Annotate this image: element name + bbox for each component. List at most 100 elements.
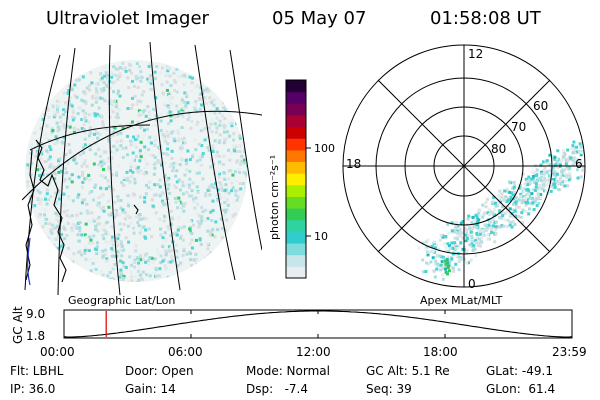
geo-pixel xyxy=(37,214,41,218)
polar-pixel xyxy=(498,210,502,214)
polar-pixel xyxy=(575,162,579,166)
polar-pixel xyxy=(504,204,508,208)
geo-pixel xyxy=(209,251,213,255)
polar-pixel xyxy=(467,239,471,242)
geo-pixel xyxy=(225,198,229,202)
geo-pixel xyxy=(58,100,62,104)
geo-pixel xyxy=(125,281,129,282)
geo-pixel xyxy=(213,139,217,143)
polar-pixel xyxy=(544,189,548,193)
geo-pixel xyxy=(119,240,123,244)
geo-pixel xyxy=(201,152,205,155)
geo-pixel xyxy=(137,214,141,218)
geo-pixel xyxy=(148,227,151,231)
geo-pixel xyxy=(54,202,58,206)
geo-pixel xyxy=(46,188,49,192)
geo-pixel xyxy=(62,210,66,214)
geo-pixel xyxy=(91,217,95,221)
geo-pixel xyxy=(67,89,71,92)
polar-pixel xyxy=(588,146,591,149)
geo-pixel xyxy=(244,190,247,194)
geo-pixel xyxy=(159,261,163,265)
geo-pixel xyxy=(115,102,119,106)
geo-pixel xyxy=(43,208,47,212)
polar-pixel xyxy=(539,193,543,196)
polar-pixel xyxy=(540,172,544,176)
polar-pixel xyxy=(536,192,540,196)
geo-pixel xyxy=(153,183,157,187)
colorbar-band xyxy=(286,243,306,256)
geo-pixel xyxy=(177,226,181,230)
polar-pixel xyxy=(468,227,472,231)
geo-pixel xyxy=(55,138,59,141)
geo-pixel xyxy=(39,126,43,130)
geo-pixel xyxy=(58,197,61,201)
geo-pixel xyxy=(141,270,145,274)
geo-pixel xyxy=(192,197,195,201)
polar-pixel xyxy=(472,219,476,223)
polar-pixel xyxy=(563,152,567,156)
geo-pixel xyxy=(104,221,108,225)
geo-pixel xyxy=(169,246,173,250)
polar-pixel xyxy=(532,180,536,184)
geo-pixel xyxy=(161,91,165,95)
polar-pixel xyxy=(474,213,478,217)
geo-pixel xyxy=(110,70,114,74)
geo-pixel xyxy=(212,162,216,166)
geo-pixel xyxy=(51,140,55,143)
geo-pixel xyxy=(85,209,89,213)
geo-pixel xyxy=(200,144,204,147)
geo-pixel xyxy=(184,158,188,162)
polar-pixel xyxy=(465,260,469,264)
polar-pixel xyxy=(458,255,461,259)
polar-pixel xyxy=(444,264,448,268)
geo-pixel xyxy=(194,238,198,242)
polar-pixel xyxy=(454,254,458,258)
geo-pixel xyxy=(144,192,148,196)
geo-pixel xyxy=(121,147,124,150)
geo-pixel xyxy=(44,222,48,225)
geo-pixel xyxy=(133,138,137,142)
polar-pixel xyxy=(451,266,455,270)
polar-pixel xyxy=(429,260,433,264)
geo-pixel xyxy=(196,120,200,124)
polar-pixel xyxy=(575,157,579,161)
polar-pixel xyxy=(469,230,473,234)
geo-pixel xyxy=(210,219,214,222)
geo-pixel xyxy=(83,233,87,237)
geo-pixel xyxy=(72,130,76,134)
geo-pixel xyxy=(204,192,208,195)
geo-pixel xyxy=(188,227,192,231)
geo-pixel xyxy=(191,181,195,185)
geo-pixel xyxy=(33,131,37,135)
geo-pixel xyxy=(230,122,234,125)
geo-pixel xyxy=(136,120,140,124)
geo-pixel xyxy=(63,203,66,207)
geo-pixel xyxy=(90,103,94,107)
polar-pixel xyxy=(572,146,576,150)
geo-pixel xyxy=(102,237,106,241)
polar-pixel xyxy=(489,210,492,214)
geo-blue-edge xyxy=(27,237,31,286)
geo-pixel xyxy=(124,146,128,150)
polar-pixel xyxy=(540,184,544,188)
geo-pixel xyxy=(103,253,107,256)
geo-pixel xyxy=(128,255,132,259)
geo-pixel xyxy=(36,197,40,201)
geo-pixel xyxy=(65,213,69,217)
polar-pixel xyxy=(442,242,446,246)
geo-pixel xyxy=(195,212,199,216)
geo-pixel xyxy=(190,246,194,250)
geo-pixel xyxy=(115,112,119,116)
geo-pixel xyxy=(83,159,87,163)
polar-pixel xyxy=(526,188,530,191)
geo-pixel xyxy=(159,227,162,231)
geo-pixel xyxy=(206,247,210,251)
geo-pixel xyxy=(160,83,164,87)
geo-pixel xyxy=(238,136,242,140)
geo-pixel xyxy=(222,123,226,127)
colorbar-band xyxy=(286,254,306,267)
geo-pixel xyxy=(88,235,92,239)
geo-pixel xyxy=(64,153,68,156)
geo-pixel xyxy=(213,111,217,115)
